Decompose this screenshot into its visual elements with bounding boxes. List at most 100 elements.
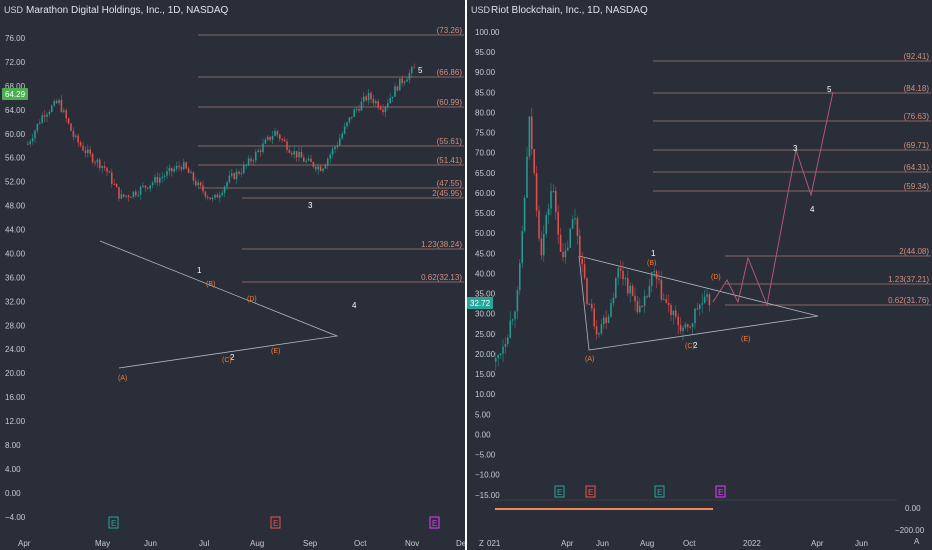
candle-body: [653, 271, 655, 273]
y-axis-label: −4.00: [5, 513, 26, 522]
candle-body: [281, 138, 283, 140]
candle-body: [115, 183, 118, 188]
y-axis-label: 20.00: [5, 369, 26, 378]
indicator-axis-label: 0.00: [905, 504, 921, 513]
x-axis-label: Sep: [303, 539, 318, 548]
y-axis-label: 85.00: [475, 88, 496, 97]
candle-body: [327, 158, 329, 166]
candle-body: [127, 195, 130, 197]
earnings-event-glyph: E: [657, 488, 662, 497]
y-axis-label: 55.00: [475, 209, 496, 218]
candle-body: [219, 195, 221, 198]
y-axis-label: 56.00: [5, 154, 26, 163]
candle-body: [295, 151, 298, 158]
candle-body: [144, 185, 147, 188]
candle-body: [135, 191, 137, 196]
x-axis-label: Z: [479, 539, 484, 548]
fib-level-label: 0.62(31.76): [888, 296, 929, 305]
candle-body: [411, 67, 413, 74]
candle-body: [353, 109, 355, 117]
candle-body: [365, 96, 367, 101]
candle-body: [667, 302, 670, 305]
candle-body: [684, 324, 687, 328]
earnings-event-icon: [715, 485, 726, 498]
candle-body: [315, 166, 317, 170]
candle-body: [531, 116, 533, 150]
wave-label: 2: [693, 341, 698, 350]
wave-label-orange: (C): [685, 343, 695, 350]
candle-body: [367, 92, 370, 101]
y-axis-label: 75.00: [475, 129, 496, 138]
candle-body: [639, 305, 641, 313]
candle-body: [564, 250, 567, 258]
candle-body: [403, 81, 406, 84]
candle-body: [171, 167, 173, 172]
candle-body: [607, 316, 610, 323]
candle-body: [82, 145, 84, 151]
x-axis-label: Jun: [855, 539, 868, 548]
candle-body: [538, 210, 540, 239]
candle-body: [502, 346, 504, 354]
current-price-badge: [2, 88, 28, 100]
wave-label: 4: [352, 301, 357, 310]
candle-body: [523, 197, 526, 232]
candle-body: [243, 165, 245, 173]
wave-label-orange: (B): [206, 281, 215, 288]
chart-pane-marathon[interactable]: USD Marathon Digital Holdings, Inc., 1D,…: [0, 0, 465, 550]
fib-level-label: (51.41): [437, 156, 463, 165]
earnings-event-glyph: E: [557, 488, 562, 497]
candle-body: [103, 166, 106, 168]
y-axis-label: 70.00: [475, 149, 496, 158]
y-axis-label: 100.00: [475, 28, 500, 37]
fib-level-label: 0.62(32.13): [421, 273, 462, 282]
candle-body: [322, 168, 324, 172]
candle-body: [151, 182, 154, 186]
candle-body: [550, 191, 552, 209]
candle-body: [235, 171, 238, 180]
candle-body: [137, 194, 139, 196]
y-axis-label: −10.00: [475, 471, 500, 480]
candle-body: [195, 180, 197, 186]
candle-body: [286, 141, 288, 151]
candle-body: [262, 143, 264, 152]
candle-body: [48, 111, 51, 115]
candle-body: [591, 304, 593, 309]
candle-body: [540, 238, 543, 256]
candle-body: [43, 115, 46, 117]
candle-body: [600, 324, 603, 334]
y-axis-label: 8.00: [5, 441, 21, 450]
y-axis-label: 90.00: [475, 68, 496, 77]
fib-level-label: (64.31): [904, 163, 930, 172]
price-chart[interactable]: 100.00 95.00 90.00 85.00 80.00 75.00 70.00 65.0…: [467, 0, 932, 550]
candle-body: [521, 231, 523, 264]
x-axis-label: 021: [487, 539, 501, 548]
price-chart[interactable]: 76.0072.0068.0064.0060.0056.0052.0048.00…: [0, 0, 465, 550]
candle-body: [305, 160, 307, 162]
candle-body: [312, 162, 315, 167]
candle-body: [567, 247, 569, 251]
candle-body: [317, 166, 319, 170]
y-axis-label: 12.00: [5, 417, 26, 426]
candle-body: [123, 194, 125, 197]
y-axis-label: −5.00: [475, 451, 496, 460]
candle-body: [94, 162, 96, 164]
pane-divider[interactable]: [465, 0, 467, 550]
candle-body: [130, 196, 132, 198]
candle-body: [204, 191, 207, 197]
candle-body: [641, 305, 643, 307]
candle-body: [36, 123, 39, 131]
chart-pane-riot[interactable]: USD Riot Blockchain, Inc., 1D, NASDAQ 10…: [467, 0, 932, 550]
candle-body: [497, 355, 499, 358]
wave-label-orange: (A): [118, 375, 127, 382]
earnings-event-icon: [108, 516, 119, 529]
candle-body: [528, 116, 531, 157]
wave-label-orange: (D): [247, 296, 257, 303]
chart-title: Riot Blockchain, Inc., 1D, NASDAQ: [491, 5, 648, 16]
x-axis-label: Aug: [640, 539, 654, 548]
wave-label: 2: [230, 353, 235, 362]
candle-body: [329, 154, 331, 159]
fib-level-label: (69.71): [904, 141, 930, 150]
candle-body: [377, 101, 379, 108]
candle-body: [168, 167, 171, 172]
y-axis-label: 45.00: [475, 249, 496, 258]
